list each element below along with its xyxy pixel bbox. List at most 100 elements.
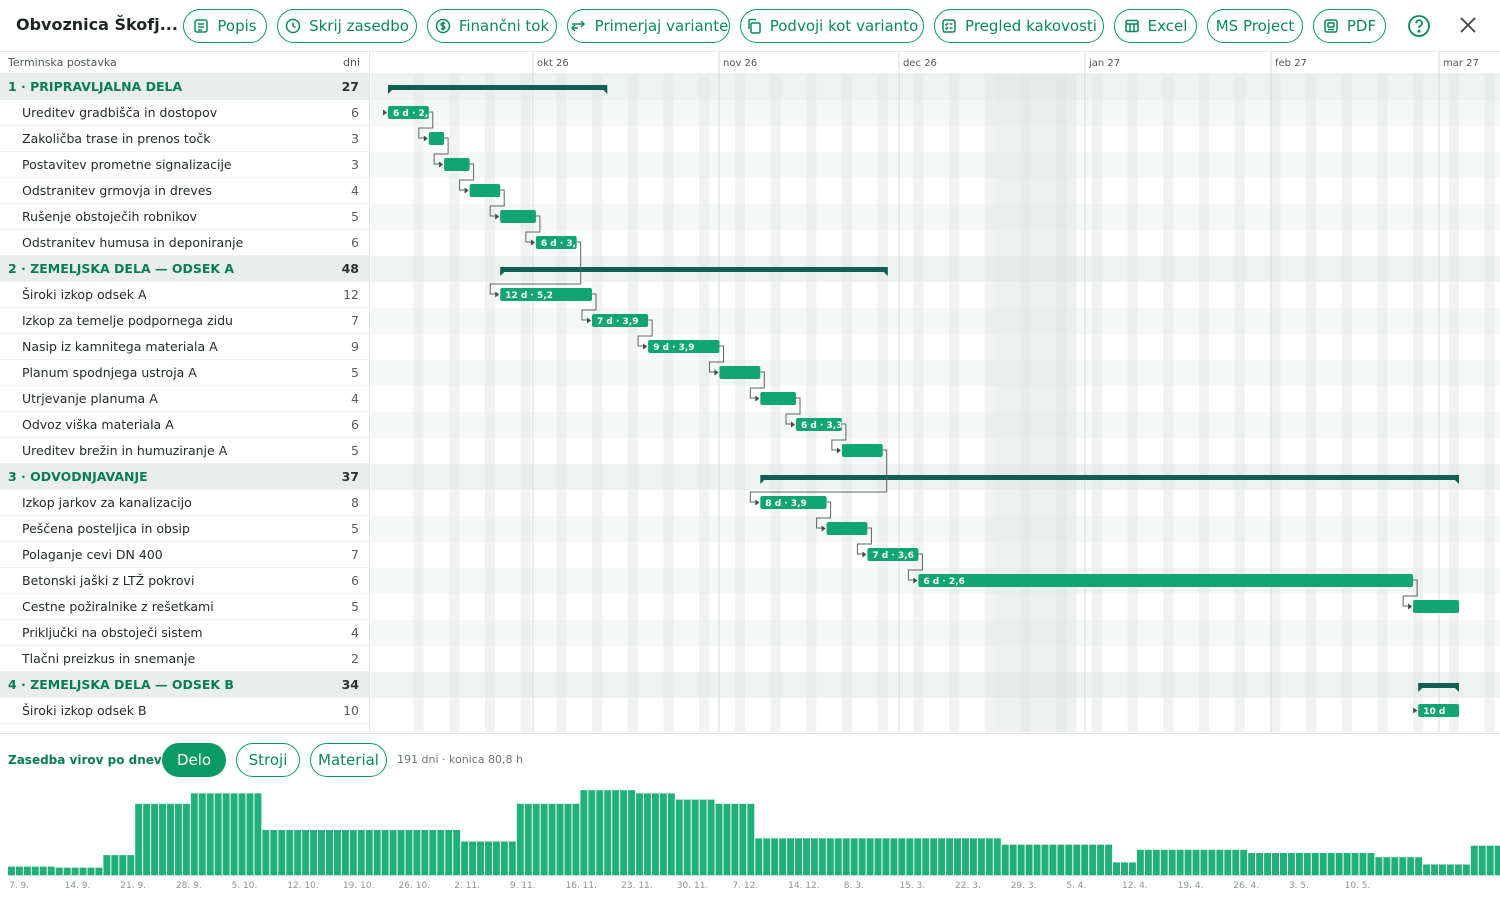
excel-button[interactable]: Excel bbox=[1114, 9, 1197, 43]
task-row[interactable]: Široki izkop odsek B 10 bbox=[0, 698, 369, 724]
weekend-shade bbox=[1484, 74, 1490, 732]
task-row[interactable]: Rušenje obstoječih robnikov 5 bbox=[0, 204, 369, 230]
financni-tok-button[interactable]: Finančni tok bbox=[427, 9, 557, 43]
row-days: 7 bbox=[351, 547, 359, 562]
histogram-bar bbox=[1121, 862, 1128, 875]
histogram-date-label: 9. 11. bbox=[510, 881, 536, 891]
summary-bar-cap bbox=[883, 272, 888, 276]
weekend-shade bbox=[668, 74, 674, 732]
histogram-bar bbox=[182, 803, 190, 875]
weekend-shade bbox=[1448, 74, 1454, 732]
tab-stroji[interactable]: Stroji bbox=[236, 743, 300, 777]
group-row[interactable]: 2 · ZEMELJSKA DELA — ODSEK A 48 bbox=[0, 256, 369, 282]
histogram-bar bbox=[341, 829, 349, 875]
histogram-bar bbox=[95, 867, 103, 875]
pregled-kakovosti-button[interactable]: Pregled kakovosti bbox=[934, 9, 1104, 43]
task-row[interactable]: Polaganje cevi DN 400 7 bbox=[0, 542, 369, 568]
histogram-bar bbox=[71, 867, 79, 875]
task-bar bbox=[719, 366, 761, 379]
histogram-bar bbox=[31, 866, 39, 875]
histogram-bar bbox=[1057, 844, 1065, 875]
task-row[interactable]: Zakoličba trase in prenos točk 3 bbox=[0, 126, 369, 152]
popis-button[interactable]: Popis bbox=[183, 9, 267, 43]
copy-icon bbox=[747, 18, 761, 34]
podvoji-kot-varianto-label: Podvoji kot varianto bbox=[769, 17, 919, 35]
task-row[interactable]: Odvoz viška materiala A 6 bbox=[0, 412, 369, 438]
weekend-shade bbox=[949, 74, 955, 732]
task-row[interactable]: Tlačni preizkus in snemanje 2 bbox=[0, 646, 369, 672]
task-row[interactable]: Cestne požiralnike z rešetkami 5 bbox=[0, 594, 369, 620]
gantt-row-bg bbox=[371, 490, 1500, 516]
group-row[interactable]: 4 · ZEMELJSKA DELA — ODSEK B 34 bbox=[0, 672, 369, 698]
task-row[interactable]: Nasip iz kamnitega materiala A 9 bbox=[0, 334, 369, 360]
histogram-bar bbox=[985, 838, 993, 875]
group-row[interactable]: 3 · ODVODNJAVANJE 37 bbox=[0, 464, 369, 490]
task-row[interactable]: Izkop jarkov za kanalizacijo 8 bbox=[0, 490, 369, 516]
row-days: 37 bbox=[341, 469, 359, 484]
pdf-button[interactable]: PDF bbox=[1313, 9, 1386, 43]
task-row[interactable]: Utrjevanje planuma A 4 bbox=[0, 386, 369, 412]
row-label: Široki izkop odsek B bbox=[22, 703, 147, 718]
task-row[interactable]: Betonski jaški z LTŽ pokrovi 6 bbox=[0, 568, 369, 594]
skrij-zasedbo-button[interactable]: Skrij zasedbo bbox=[277, 9, 417, 43]
month-label: jan 27 bbox=[1088, 58, 1120, 69]
dependency-line bbox=[489, 241, 582, 295]
group-row[interactable]: 1 · PRIPRAVLJALNA DELA 27 bbox=[0, 74, 369, 100]
histogram-bar bbox=[365, 829, 373, 875]
task-row[interactable]: Odstranitev humusa in deponiranje 6 bbox=[0, 230, 369, 256]
weekend-shade bbox=[806, 74, 812, 732]
histogram-bar bbox=[1049, 844, 1057, 875]
dependency-arrow bbox=[791, 421, 795, 428]
ms-project-button[interactable]: MS Project bbox=[1207, 9, 1303, 43]
task-row[interactable]: Odstranitev grmovja in dreves 4 bbox=[0, 178, 369, 204]
task-row[interactable]: Priključki na obstoječi sistem 4 bbox=[0, 620, 369, 646]
task-row[interactable]: Ureditev gradbišča in dostopov 6 bbox=[0, 100, 369, 126]
primerjaj-variante-button[interactable]: Primerjaj variante bbox=[567, 9, 730, 43]
help-circle-icon[interactable] bbox=[1407, 14, 1431, 38]
weekend-shade bbox=[449, 74, 455, 732]
weekend-shade bbox=[1377, 74, 1383, 732]
tab-material[interactable]: Material bbox=[310, 743, 387, 777]
histogram-bar bbox=[246, 793, 254, 875]
close-icon[interactable] bbox=[1457, 14, 1479, 36]
task-bar-label: 8 d · 3,9 bbox=[765, 499, 806, 509]
histogram-bar bbox=[532, 803, 540, 875]
tab-delo[interactable]: Delo bbox=[162, 743, 226, 777]
task-bar-label: 12 d · 5,2 bbox=[505, 291, 553, 301]
row-days: 6 bbox=[351, 417, 359, 432]
dependency-arrow bbox=[755, 395, 760, 402]
task-row[interactable]: Postavitev prometne signalizacije 3 bbox=[0, 152, 369, 178]
task-rows: 1 · PRIPRAVLJALNA DELA 27 Ureditev gradbiš… bbox=[0, 74, 369, 724]
task-row[interactable]: Izkop za temelje podpornega zidu 7 bbox=[0, 308, 369, 334]
task-row[interactable]: Ureditev brežin in humuziranje A 5 bbox=[0, 438, 369, 464]
histogram-bar bbox=[858, 838, 866, 875]
histogram-bar bbox=[548, 803, 556, 875]
header-task-label: Terminska postavka bbox=[8, 56, 117, 69]
histogram-bar bbox=[755, 838, 763, 875]
row-days: 48 bbox=[341, 261, 359, 276]
task-row[interactable]: Peščena posteljica in obsip 5 bbox=[0, 516, 369, 542]
histogram-bar bbox=[1478, 845, 1486, 875]
task-bar bbox=[1418, 704, 1459, 717]
histogram-bar bbox=[373, 829, 381, 875]
task-row[interactable]: Planum spodnjega ustroja A 5 bbox=[0, 360, 369, 386]
weekend-shade bbox=[1096, 74, 1102, 732]
histogram-bar bbox=[580, 790, 588, 875]
dependency-arrow bbox=[587, 317, 591, 324]
histogram-bar bbox=[898, 838, 906, 875]
resource-summary: 191 dni · konica 80,8 h bbox=[397, 753, 523, 766]
podvoji-kot-varianto-button[interactable]: Podvoji kot varianto bbox=[740, 9, 924, 43]
task-bar bbox=[867, 548, 919, 561]
histogram-bar bbox=[1272, 853, 1279, 875]
histogram-bar bbox=[1216, 849, 1224, 875]
row-days: 5 bbox=[351, 521, 359, 536]
histogram-bar bbox=[421, 829, 429, 875]
histogram-bar bbox=[1097, 844, 1105, 875]
histogram-bar bbox=[413, 829, 421, 875]
histogram-bar bbox=[993, 838, 1001, 875]
weekend-shade bbox=[1382, 74, 1388, 732]
task-row[interactable]: Široki izkop odsek A 12 bbox=[0, 282, 369, 308]
weekend-shade bbox=[1341, 74, 1347, 732]
dependency-arrow bbox=[530, 239, 535, 246]
summary-bar-cap bbox=[500, 272, 505, 276]
